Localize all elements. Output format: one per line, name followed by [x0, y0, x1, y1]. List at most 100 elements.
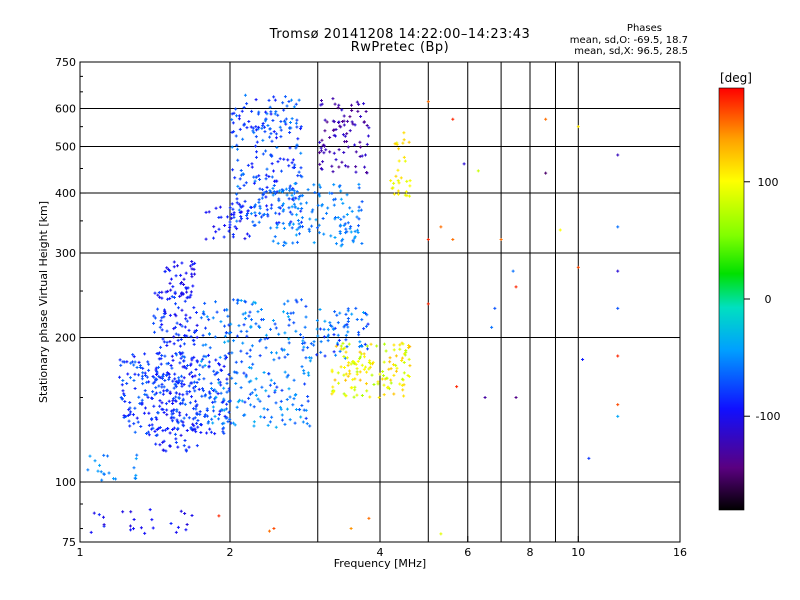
data-point — [360, 363, 364, 367]
data-point — [192, 380, 196, 384]
data-point — [239, 173, 243, 177]
data-point — [158, 443, 162, 447]
data-point — [201, 333, 205, 337]
data-point — [426, 238, 430, 242]
data-point — [237, 324, 241, 328]
data-point — [174, 302, 178, 306]
data-point — [397, 159, 401, 163]
data-point — [310, 210, 314, 214]
data-point — [169, 409, 173, 413]
data-point — [253, 388, 257, 392]
data-point — [279, 128, 283, 132]
data-point — [226, 420, 230, 424]
data-point — [402, 138, 406, 142]
data-point — [297, 170, 301, 174]
data-point — [360, 394, 364, 398]
data-point — [137, 373, 141, 377]
data-point — [330, 392, 334, 396]
data-point — [107, 471, 111, 475]
data-point — [402, 155, 406, 159]
data-point — [337, 120, 341, 124]
data-point — [249, 325, 253, 329]
data-point — [285, 407, 289, 411]
colorbar-tick-label: 0 — [765, 293, 772, 306]
data-point — [143, 531, 147, 535]
data-point — [212, 236, 216, 240]
data-point — [341, 133, 345, 137]
data-point — [201, 357, 205, 361]
data-point — [237, 117, 241, 121]
data-point — [297, 222, 301, 226]
data-point — [133, 372, 137, 376]
data-point — [234, 360, 238, 364]
data-point — [296, 137, 300, 141]
data-point — [132, 422, 136, 426]
data-point — [397, 181, 401, 185]
data-point — [344, 378, 348, 382]
data-point — [254, 214, 258, 218]
data-point — [332, 198, 336, 202]
data-point — [355, 393, 359, 397]
data-point — [245, 102, 249, 106]
data-point — [273, 235, 277, 239]
data-point — [263, 125, 267, 129]
x-axis-label: Frequency [MHz] — [334, 557, 426, 570]
data-point — [232, 215, 236, 219]
data-point — [345, 345, 349, 349]
data-point — [326, 206, 330, 210]
data-point — [120, 383, 124, 387]
data-point — [183, 439, 187, 443]
data-point — [251, 362, 255, 366]
data-point — [382, 383, 386, 387]
data-point — [242, 105, 246, 109]
data-point — [265, 204, 269, 208]
data-point — [354, 165, 358, 169]
data-point — [319, 99, 323, 103]
data-point — [375, 344, 379, 348]
data-point — [287, 341, 291, 345]
chart-title: Tromsø 20141208 14:22:00–14:23:43 — [269, 27, 531, 42]
x-tick-label: 1 — [77, 546, 84, 559]
data-point — [168, 390, 172, 394]
data-point — [332, 350, 336, 354]
data-point — [392, 373, 396, 377]
data-point — [249, 206, 253, 210]
data-point — [358, 340, 362, 344]
data-point — [400, 377, 404, 381]
data-point — [339, 365, 343, 369]
data-point — [323, 118, 327, 122]
data-point — [189, 290, 193, 294]
data-point — [281, 188, 285, 192]
data-point — [490, 325, 494, 329]
data-point — [222, 397, 226, 401]
data-point — [230, 130, 234, 134]
data-point — [219, 391, 223, 395]
data-point — [165, 329, 169, 333]
data-point — [388, 356, 392, 360]
data-point — [288, 210, 292, 214]
data-point — [267, 529, 271, 533]
data-point — [363, 153, 367, 157]
data-point — [184, 271, 188, 275]
data-point — [451, 238, 455, 242]
data-point — [243, 93, 247, 97]
data-point — [169, 364, 173, 368]
x-tick-label: 6 — [464, 546, 471, 559]
data-point — [229, 216, 233, 220]
data-point — [272, 184, 276, 188]
data-point — [356, 109, 360, 113]
data-point — [127, 408, 131, 412]
data-point — [266, 124, 270, 128]
data-point — [145, 393, 149, 397]
data-point — [163, 378, 167, 382]
data-point — [204, 355, 208, 359]
data-point — [333, 134, 337, 138]
data-point — [218, 363, 222, 367]
data-point — [322, 232, 326, 236]
data-point — [322, 327, 326, 331]
data-point — [213, 388, 217, 392]
data-point — [326, 339, 330, 343]
data-point — [231, 233, 235, 237]
data-point — [239, 349, 243, 353]
